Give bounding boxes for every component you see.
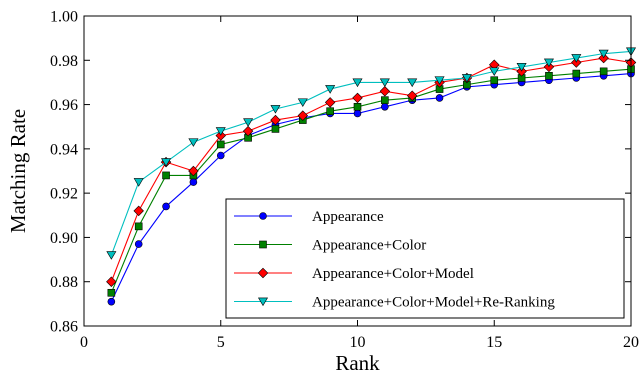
data-point: [489, 67, 500, 76]
legend-marker: [257, 297, 269, 307]
data-point: [216, 151, 225, 160]
data-point: [216, 140, 225, 149]
data-point: [161, 158, 172, 167]
series-line: [110, 57, 632, 282]
data-point: [543, 58, 554, 68]
series-4: [106, 47, 637, 260]
x-tick-label: 5: [217, 334, 225, 351]
data-point: [243, 118, 254, 127]
x-tick-label: 15: [486, 334, 502, 351]
data-point: [215, 127, 226, 136]
y-tick-label: 1.00: [50, 9, 78, 26]
data-point: [599, 67, 608, 76]
data-point: [324, 97, 336, 108]
data-point: [545, 71, 553, 80]
axis-ticks: 0 5 10 15 20 0.86 0.88 0.90 0.92 0.94 0.96 0.98 1.00: [50, 9, 639, 352]
legend-item: Appearance+Color+Model: [234, 266, 474, 282]
data-point: [435, 94, 444, 102]
legend: Appearance Appearance+Color Appearance+Col…: [225, 198, 625, 319]
data-point: [133, 205, 144, 217]
data-point: [134, 222, 143, 231]
data-point: [353, 109, 362, 118]
y-tick-label: 0.88: [50, 274, 78, 291]
data-point: [516, 63, 527, 72]
series-line: [110, 73, 632, 302]
legend-label: Appearance+Color: [312, 238, 426, 254]
data-point: [461, 74, 472, 83]
x-axis-label: Rank: [335, 351, 380, 375]
y-tick-label: 0.92: [50, 186, 78, 203]
data-point: [162, 202, 170, 211]
y-axis-label: Matching Rate: [6, 109, 30, 233]
data-point: [270, 105, 281, 114]
data-point: [325, 85, 336, 94]
data-point: [352, 78, 363, 88]
data-point: [134, 240, 143, 248]
legend-item: Appearance: [234, 209, 384, 225]
data-point: [381, 102, 389, 111]
legend-item: Appearance+Color+Model+Re-Ranking: [234, 295, 555, 311]
data-point: [434, 76, 445, 85]
legend-marker: [259, 212, 267, 220]
series-line: [110, 68, 632, 293]
data-point: [188, 165, 199, 177]
legend-label: Appearance: [312, 209, 384, 225]
data-point: [106, 251, 117, 260]
legend-label: Appearance+Color+Model+Re-Ranking: [312, 295, 555, 311]
data-point: [353, 102, 362, 111]
data-point: [297, 98, 308, 107]
y-tick-label: 0.90: [50, 230, 78, 247]
data-point: [107, 297, 116, 306]
y-tick-label: 0.86: [50, 319, 78, 336]
x-tick-label: 10: [350, 334, 366, 351]
data-point: [598, 49, 609, 59]
legend-label: Appearance+Color+Model: [312, 266, 474, 282]
legend-marker: [259, 240, 267, 249]
data-point: [571, 54, 582, 63]
y-tick-label: 0.96: [50, 97, 78, 114]
x-tick-label: 20: [623, 334, 639, 351]
data-point: [407, 78, 418, 88]
data-point: [379, 78, 390, 88]
data-point: [406, 90, 418, 101]
x-tick-label: 0: [80, 334, 88, 351]
data-point: [106, 276, 117, 287]
series-layer: [106, 47, 637, 306]
series-2: [107, 65, 635, 297]
data-point: [379, 86, 391, 97]
data-point: [107, 288, 116, 297]
y-tick-label: 0.98: [50, 53, 78, 70]
data-point: [326, 107, 334, 116]
data-point: [381, 96, 389, 104]
data-point: [162, 171, 170, 180]
series-line: [110, 50, 632, 256]
legend-marker: [257, 267, 269, 279]
data-point: [133, 178, 144, 187]
legend-box: [225, 198, 625, 319]
data-point: [189, 178, 198, 186]
data-point: [572, 69, 581, 78]
data-point: [271, 125, 280, 133]
data-point: [242, 125, 254, 137]
y-tick-label: 0.94: [50, 141, 78, 158]
data-point: [297, 110, 309, 121]
data-point: [270, 114, 281, 126]
data-point: [490, 76, 499, 85]
legend-item: Appearance+Color: [234, 238, 426, 254]
data-point: [188, 138, 199, 147]
data-point: [352, 92, 363, 104]
